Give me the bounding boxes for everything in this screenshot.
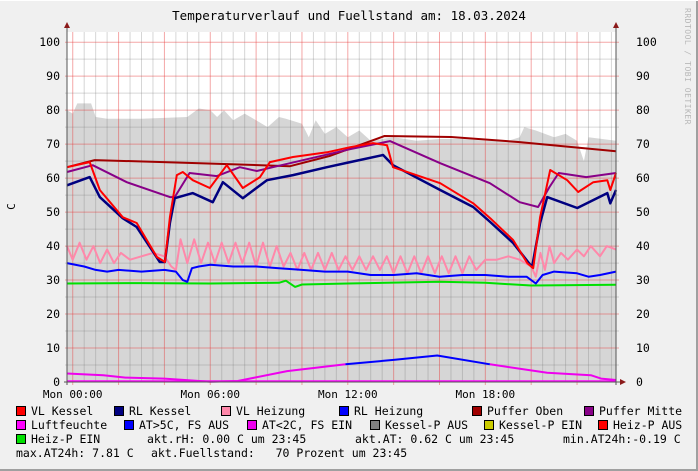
legend-puffer-mitte: Puffer Mitte [584, 404, 682, 418]
y-tick-label-left: 100 [39, 35, 60, 49]
legend-swatch [16, 406, 26, 416]
legend-label: VL Kessel [31, 404, 94, 418]
series-line-heiz-p-ein [66, 279, 617, 288]
legend-at-below-2c: AT<2C, FS EIN [247, 418, 352, 432]
legend-swatch [472, 406, 482, 416]
stat-min-at: min.AT24h:-0.19 C [563, 432, 681, 446]
legend-swatch [16, 434, 26, 444]
y-tick-label-left: 40 [46, 239, 60, 253]
legend-swatch [598, 420, 608, 430]
legend-kessel-p-ein: Kessel-P EIN [484, 418, 582, 432]
legend-heiz-p-aus: Heiz-P AUS [598, 418, 682, 432]
stat-akt-rh: akt.rH: 0.00 C um 23:45 [147, 432, 307, 446]
y-tick-label-right: 50 [636, 205, 650, 219]
legend-kessel-p-aus: Kessel-P AUS [370, 418, 468, 432]
y-tick-label-right: 90 [636, 69, 650, 83]
fuellstand-area [67, 103, 616, 383]
legend-label: Heiz-P EIN [31, 432, 101, 446]
legend-rl-heizung: RL Heizung [339, 404, 423, 418]
stat-akt-at: akt.AT: 0.62 C um 23:45 [355, 432, 515, 446]
y-axis-arrow-left [64, 22, 70, 28]
legend-swatch [221, 406, 231, 416]
y-axis-arrow-right [613, 22, 619, 28]
series-line-vl-kessel [66, 142, 617, 270]
legend-rl-kessel: RL Kessel [114, 404, 191, 418]
legend-label: Heiz-P AUS [613, 418, 683, 432]
y-tick-label-right: 20 [636, 307, 650, 321]
y-tick-label-right: 30 [636, 273, 650, 287]
legend-at-above-5c: AT>5C, FS AUS [124, 418, 229, 432]
series-line-at-2c-fs-ein [66, 363, 346, 383]
legend-swatch [484, 420, 494, 430]
legend-vl-kessel: VL Kessel [16, 404, 93, 418]
y-tick-label-left: 60 [46, 171, 60, 185]
series-line-at-2c-fs-ein [489, 363, 617, 381]
series-line-vl-heizung [66, 238, 617, 278]
stat-max-at: max.AT24h: 7.81 C [16, 446, 134, 460]
y-tick-label-right: 40 [636, 239, 650, 253]
legend-label: Puffer Mitte [599, 404, 683, 418]
legend-label: AT>5C, FS AUS [139, 418, 230, 432]
legend-swatch [370, 420, 380, 430]
y-tick-label-right: 70 [636, 137, 650, 151]
legend-label: Kessel-P EIN [499, 418, 583, 432]
y-tick-label-left: 70 [46, 137, 60, 151]
legend-puffer-oben: Puffer Oben [472, 404, 563, 418]
legend-luftfeuchte: Luftfeuchte [16, 418, 107, 432]
chart-title: Temperaturverlauf und Fuellstand am: 18.… [172, 8, 526, 23]
y-tick-label-left: 30 [46, 273, 60, 287]
y-tick-label-left: 0 [53, 375, 60, 389]
x-tick-label: Mon 12:00 [318, 388, 378, 400]
y-tick-label-right: 80 [636, 103, 650, 117]
legend-label: Kessel-P AUS [385, 418, 469, 432]
y-tick-label-left: 50 [46, 205, 60, 219]
y-tick-label-right: 100 [636, 35, 657, 49]
frame-highlight [0, 0, 698, 1]
series-line-at-5c-fs-aus [345, 354, 491, 366]
y-tick-label-left: 10 [46, 341, 60, 355]
series-line-puffer-oben [66, 135, 617, 169]
x-axis-arrow [620, 379, 626, 385]
legend-swatch [247, 420, 257, 430]
y-tick-label-left: 90 [46, 69, 60, 83]
legend-heiz-p-ein: Heiz-P EIN [16, 432, 100, 446]
series-line-rl-heizung [66, 262, 617, 285]
legend-label: Puffer Oben [487, 404, 564, 418]
legend-label: RL Heizung [354, 404, 424, 418]
legend-vl-heizung: VL Heizung [221, 404, 305, 418]
x-tick-label: Mon 00:00 [43, 388, 103, 400]
legend-swatch [339, 406, 349, 416]
legend-swatch [584, 406, 594, 416]
rrdtool-watermark: RRDTOOL / TOBI OETIKER [683, 8, 692, 125]
series-line-puffer-mitte [66, 140, 617, 208]
y-tick-label-right: 10 [636, 341, 650, 355]
legend-label: Luftfeuchte [31, 418, 108, 432]
legend-label: RL Kessel [129, 404, 192, 418]
y-tick-label-left: 20 [46, 307, 60, 321]
legend-swatch [124, 420, 134, 430]
stat-fuellstand: akt.Fuellstand: 70 Prozent um 23:45 [151, 446, 408, 460]
chart-plot: 0 0 10 10 20 20 30 30 40 40 50 50 60 60 70 70 80 80 90 90 10… [39, 22, 657, 400]
legend-swatch [114, 406, 124, 416]
legend-label: AT<2C, FS EIN [262, 418, 353, 432]
y-tick-label-right: 0 [636, 375, 643, 389]
y-tick-label-right: 60 [636, 171, 650, 185]
legend-label: VL Heizung [236, 404, 306, 418]
x-tick-label: Mon 06:00 [180, 388, 240, 400]
legend-swatch [16, 420, 26, 430]
y-tick-label-left: 80 [46, 103, 60, 117]
x-tick-label: Mon 18:00 [456, 388, 516, 400]
